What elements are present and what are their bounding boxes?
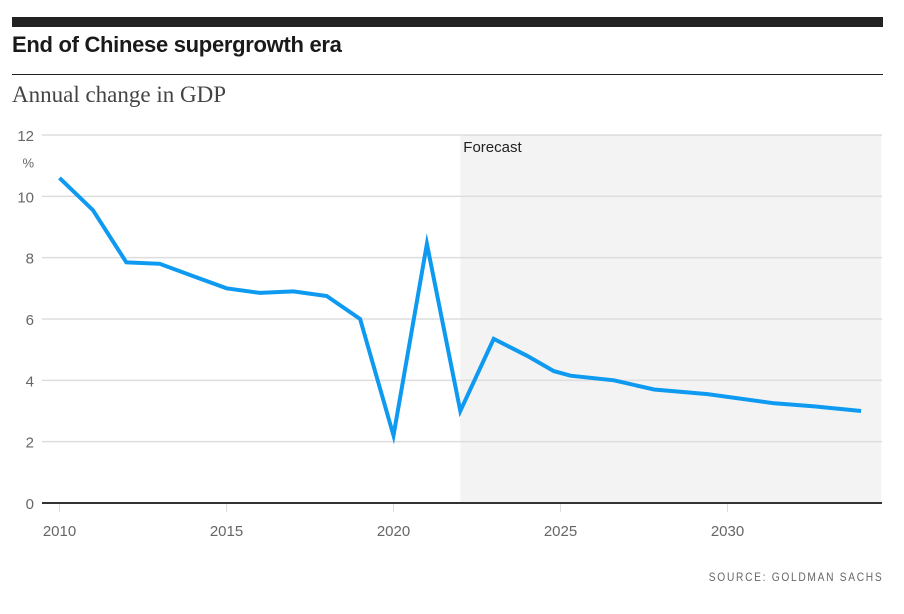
y-unit-label: % [22, 156, 34, 171]
x-tick-label: 2030 [711, 523, 744, 540]
chart-title: End of Chinese supergrowth era [12, 32, 342, 57]
y-tick-label: 4 [26, 373, 34, 390]
x-tick-label: 2025 [544, 523, 577, 540]
chart-subtitle: Annual change in GDP [12, 82, 226, 107]
x-tick-label: 2015 [210, 523, 243, 540]
y-tick-label: 8 [26, 251, 34, 268]
y-tick-label: 12 [17, 128, 34, 145]
y-tick-label: 0 [26, 496, 34, 513]
y-tick-label: 2 [26, 435, 34, 452]
series-line [58, 176, 862, 445]
x-tick-label: 2010 [43, 523, 76, 540]
top-accent-bar [12, 17, 883, 27]
y-tick-label: 6 [26, 312, 34, 329]
y-tick-label: 10 [17, 189, 34, 206]
title-divider [12, 74, 883, 75]
forecast-label: Forecast [463, 139, 522, 156]
x-tick-label: 2020 [377, 523, 410, 540]
source-note: SOURCE: GOLDMAN SACHS [708, 570, 883, 584]
